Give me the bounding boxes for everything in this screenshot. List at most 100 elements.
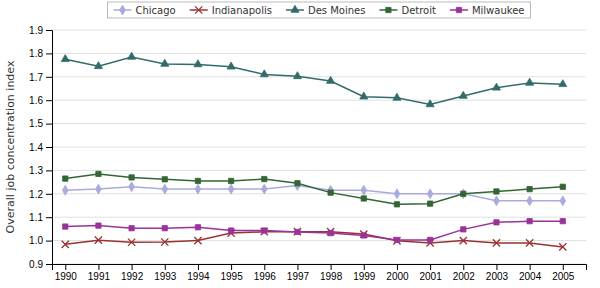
series-point xyxy=(96,184,102,194)
series-point xyxy=(162,184,168,194)
series-point xyxy=(162,226,167,231)
x-tick-label: 1993 xyxy=(154,271,177,282)
x-tick-label: 1992 xyxy=(121,271,144,282)
y-tick-mark xyxy=(46,241,52,242)
x-tick-label: 2004 xyxy=(519,271,542,282)
series-point xyxy=(494,189,499,194)
series-point xyxy=(129,182,135,192)
grid-line xyxy=(52,30,586,31)
grid-line xyxy=(52,76,586,77)
x-tick-label: 2003 xyxy=(486,271,509,282)
series-point xyxy=(294,228,301,235)
y-tick: 1.3 xyxy=(29,165,52,176)
series-point xyxy=(460,237,467,244)
x-tick-mark xyxy=(331,264,332,270)
x-tick-mark xyxy=(65,264,66,270)
y-tick-label: 1.3 xyxy=(29,165,43,176)
x-tick-mark xyxy=(397,264,398,270)
y-tick: 1.1 xyxy=(29,212,52,223)
series-group xyxy=(61,52,567,250)
series xyxy=(63,171,566,207)
y-tick-mark xyxy=(46,100,52,101)
series-point xyxy=(295,229,300,234)
legend-label: Detroit xyxy=(401,5,436,16)
x-tick-mark xyxy=(231,264,232,270)
x-tick-label: 2005 xyxy=(552,271,575,282)
x-tick-mark xyxy=(264,264,265,270)
chart: 1990199119921993199419951996199719981999… xyxy=(0,0,600,288)
series-point xyxy=(360,92,368,99)
y-tick: 1.9 xyxy=(29,25,52,36)
series-point xyxy=(94,62,102,69)
series-point xyxy=(228,228,233,233)
series-point xyxy=(361,233,366,238)
series-point xyxy=(328,190,333,195)
series-point xyxy=(195,225,200,230)
x-tick: 1996 xyxy=(254,264,277,282)
x-tick-mark xyxy=(463,264,464,270)
y-axis-line xyxy=(46,31,53,265)
series-point xyxy=(393,237,400,244)
series-point xyxy=(427,237,432,242)
x-tick-mark xyxy=(297,264,298,270)
grid-line xyxy=(52,147,586,148)
series-point xyxy=(262,228,267,233)
series-point xyxy=(427,189,433,199)
y-tick-label: 1.0 xyxy=(29,235,43,246)
legend-label: Chicago xyxy=(136,5,176,16)
series-point xyxy=(128,239,135,246)
series-point xyxy=(327,228,334,235)
y-tick: 1.2 xyxy=(29,189,52,200)
y-axis-title: Overall job concentration index xyxy=(4,60,17,233)
y-tick: 1.0 xyxy=(29,235,52,246)
legend-marker xyxy=(195,6,202,13)
series-line xyxy=(65,232,563,247)
series-point xyxy=(95,237,102,244)
x-tick: 1998 xyxy=(320,264,343,282)
series-point xyxy=(161,59,169,66)
series-point xyxy=(295,181,301,191)
series-point xyxy=(61,55,69,62)
series-point xyxy=(261,228,268,235)
y-tick-label: 0.9 xyxy=(29,259,43,270)
x-tick-mark xyxy=(98,264,99,270)
y-tick-mark xyxy=(46,194,52,195)
x-tick-mark xyxy=(430,264,431,270)
series-point xyxy=(128,52,136,59)
series-point xyxy=(327,76,335,83)
series-point xyxy=(161,238,168,245)
x-tick: 1993 xyxy=(154,264,177,282)
y-tick-mark xyxy=(46,264,52,265)
x-tick-mark xyxy=(132,264,133,270)
series-point xyxy=(129,226,134,231)
series-line xyxy=(65,221,563,240)
x-tick-mark xyxy=(563,264,564,270)
x-tick: 2003 xyxy=(486,264,509,282)
x-tick: 1990 xyxy=(55,264,78,282)
legend-item: Milwaukee xyxy=(450,5,525,16)
series-point xyxy=(228,184,234,194)
series-point xyxy=(426,100,434,107)
y-tick-label: 1.1 xyxy=(29,212,43,223)
legend-frame xyxy=(108,2,531,18)
series-point xyxy=(228,178,233,183)
x-tick-label: 2001 xyxy=(419,271,442,282)
series-point xyxy=(394,202,399,207)
grid-line xyxy=(52,217,586,218)
x-tick-label: 1995 xyxy=(220,271,243,282)
x-tick-label: 1998 xyxy=(320,271,343,282)
series-point xyxy=(194,60,202,67)
y-tick: 1.5 xyxy=(29,118,52,129)
series-point xyxy=(560,184,565,189)
y-tick-label: 1.5 xyxy=(29,118,43,129)
x-tick: 1999 xyxy=(353,264,376,282)
x-tick-label: 1999 xyxy=(353,271,376,282)
series-point xyxy=(195,184,201,194)
series-point xyxy=(559,243,566,250)
series-point xyxy=(260,70,268,77)
x-tick-mark xyxy=(496,264,497,270)
x-tick-label: 1990 xyxy=(55,271,78,282)
y-tick-label: 1.6 xyxy=(29,95,43,106)
x-tick-label: 1994 xyxy=(187,271,210,282)
x-axis: 1990199119921993199419951996199719981999… xyxy=(53,264,587,282)
